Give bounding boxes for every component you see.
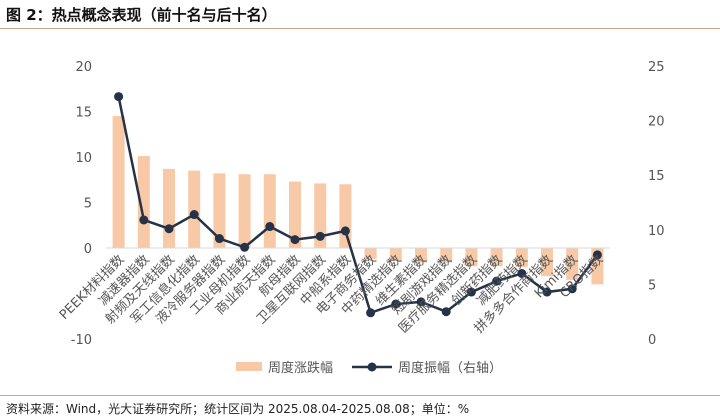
line-point xyxy=(315,231,325,241)
left-tick-label: 10 xyxy=(75,151,92,166)
legend-line-label: 周度振幅（右轴） xyxy=(398,360,502,376)
bar xyxy=(238,174,251,248)
line-point xyxy=(290,235,300,245)
line-point xyxy=(164,224,174,234)
right-tick-label: 15 xyxy=(648,169,665,184)
right-tick-label: 0 xyxy=(648,333,656,348)
line-point xyxy=(214,234,224,244)
left-tick-label: 5 xyxy=(84,197,92,212)
line-point xyxy=(265,222,275,232)
bar xyxy=(490,248,503,267)
line-point xyxy=(466,287,476,297)
bar xyxy=(289,181,301,248)
bar xyxy=(137,156,150,248)
line-point xyxy=(416,297,426,307)
bar xyxy=(188,170,201,248)
left-tick-label: 20 xyxy=(75,60,92,75)
line-point xyxy=(240,242,250,252)
right-tick-label: 10 xyxy=(648,224,665,239)
top-divider xyxy=(0,28,720,29)
right-tick-label: 5 xyxy=(648,278,656,293)
line-point xyxy=(340,226,350,236)
bar xyxy=(415,248,427,263)
bar xyxy=(213,173,226,248)
line-point xyxy=(391,299,401,309)
legend-line-marker xyxy=(367,362,377,372)
line-point xyxy=(542,287,552,297)
bar xyxy=(515,248,528,268)
right-tick-label: 20 xyxy=(648,115,665,130)
line-point xyxy=(189,210,199,220)
line-point xyxy=(567,284,577,294)
bar xyxy=(263,174,276,248)
bar xyxy=(112,116,125,248)
bar xyxy=(566,248,579,280)
legend-bar-swatch xyxy=(236,362,262,371)
left-tick-label: 15 xyxy=(75,106,92,121)
line-point xyxy=(139,215,149,225)
legend-bar-label: 周度涨跌幅 xyxy=(268,360,333,376)
chart-title: 图 2：热点概念表现（前十名与后十名） xyxy=(6,6,277,24)
bar xyxy=(163,168,175,248)
line-point xyxy=(366,308,376,318)
line-point xyxy=(114,92,124,102)
bar xyxy=(314,183,327,248)
chart: -10051015200510152025PEEK材料指数减速器指数射频及天线指… xyxy=(57,60,665,376)
line-point xyxy=(441,307,451,317)
bar xyxy=(541,248,553,277)
bottom-divider xyxy=(0,395,720,396)
left-tick-label: -10 xyxy=(71,333,92,348)
bar xyxy=(440,248,453,263)
source-note: 资料来源：Wind，光大证券研究所；统计区间为 2025.08.04-2025.… xyxy=(6,402,470,416)
bar xyxy=(339,184,352,248)
bar xyxy=(364,248,377,259)
bar xyxy=(465,248,478,267)
line-point xyxy=(492,276,502,286)
line-point xyxy=(517,268,527,278)
line-point xyxy=(592,250,602,260)
right-tick-label: 25 xyxy=(648,60,665,75)
bar xyxy=(389,248,402,261)
left-tick-label: 0 xyxy=(84,242,92,257)
